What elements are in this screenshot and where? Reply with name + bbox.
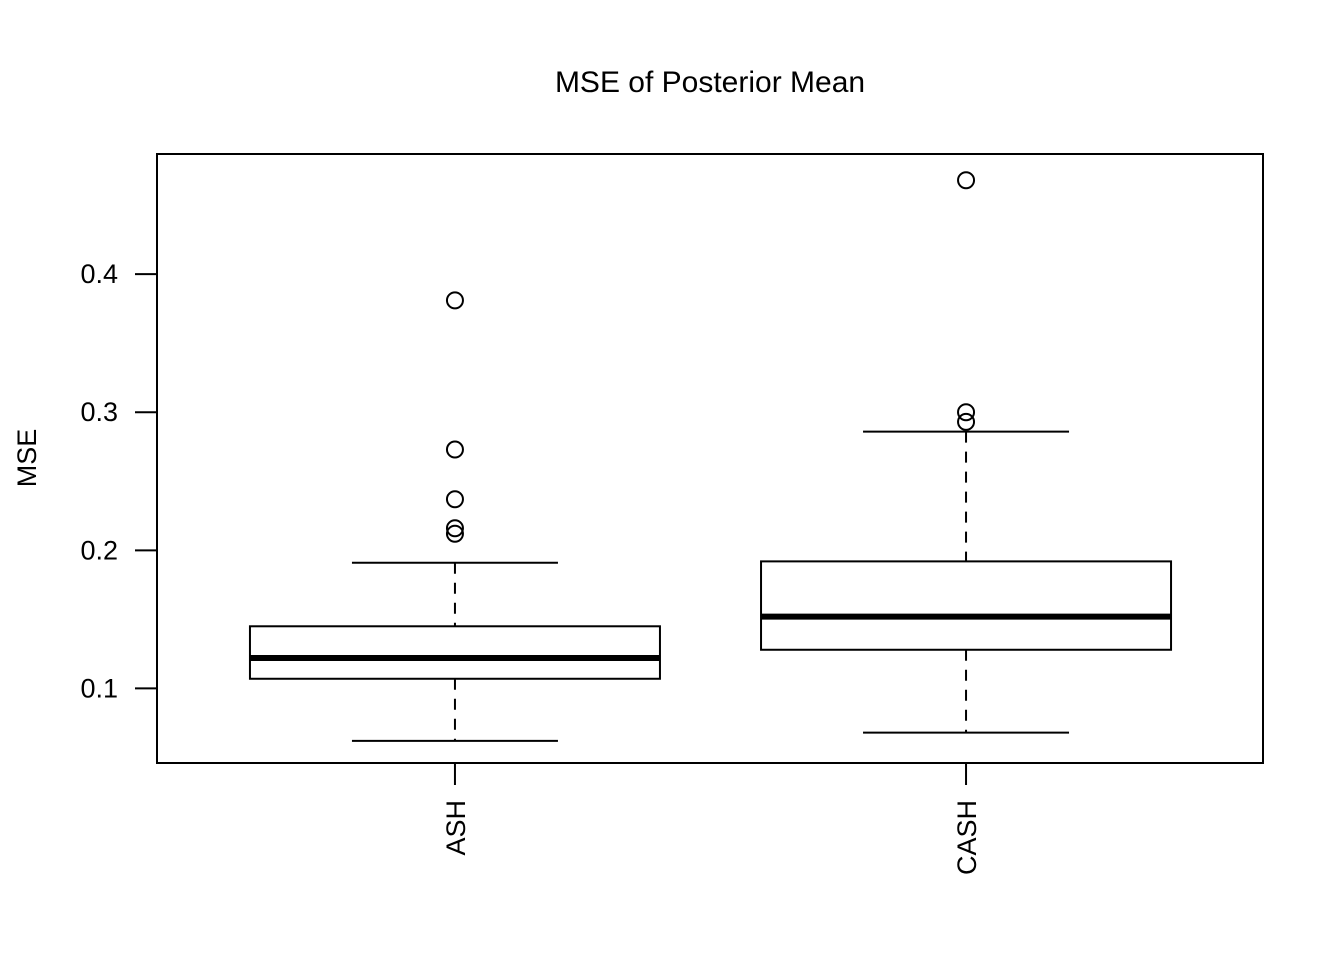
x-tick-label: CASH xyxy=(952,800,982,875)
outlier-point xyxy=(445,524,464,543)
outlier-point xyxy=(445,490,464,509)
boxplots xyxy=(248,171,1173,742)
outlier-point xyxy=(445,291,464,310)
boxplot-cash xyxy=(760,171,1173,734)
y-tick-label: 0.1 xyxy=(80,673,118,703)
boxplot-ash xyxy=(248,291,661,742)
plot-area-border xyxy=(156,153,1264,764)
y-tick-label: 0.3 xyxy=(80,397,118,427)
outlier-point xyxy=(957,171,976,190)
outlier-point xyxy=(445,519,464,538)
axes: 0.1 0.2 0.3 0.4 ASH CASH xyxy=(80,259,982,875)
chart-title: MSE of Posterior Mean xyxy=(555,66,865,99)
y-tick-label: 0.4 xyxy=(80,259,118,289)
x-tick-label: ASH xyxy=(441,800,471,856)
y-tick-label: 0.2 xyxy=(80,535,118,565)
iqr-box xyxy=(248,625,661,680)
iqr-box xyxy=(760,560,1173,651)
y-axis-label: MSE xyxy=(12,429,42,488)
outlier-point xyxy=(957,412,976,431)
outlier-point xyxy=(445,440,464,459)
outlier-point xyxy=(957,403,976,422)
